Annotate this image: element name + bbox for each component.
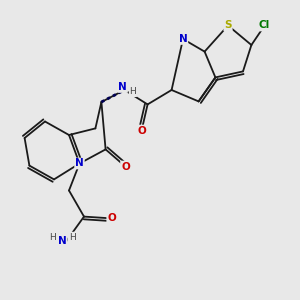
Text: N: N xyxy=(118,82,127,92)
Text: N: N xyxy=(75,158,84,169)
Text: O: O xyxy=(137,125,146,136)
Text: H: H xyxy=(130,87,136,96)
Text: Cl: Cl xyxy=(259,20,270,31)
Text: S: S xyxy=(224,20,232,31)
Text: H: H xyxy=(69,232,75,242)
Text: N: N xyxy=(58,236,67,246)
Text: H: H xyxy=(50,232,56,242)
Text: N: N xyxy=(178,34,188,44)
Text: O: O xyxy=(107,213,116,224)
Text: O: O xyxy=(121,161,130,172)
